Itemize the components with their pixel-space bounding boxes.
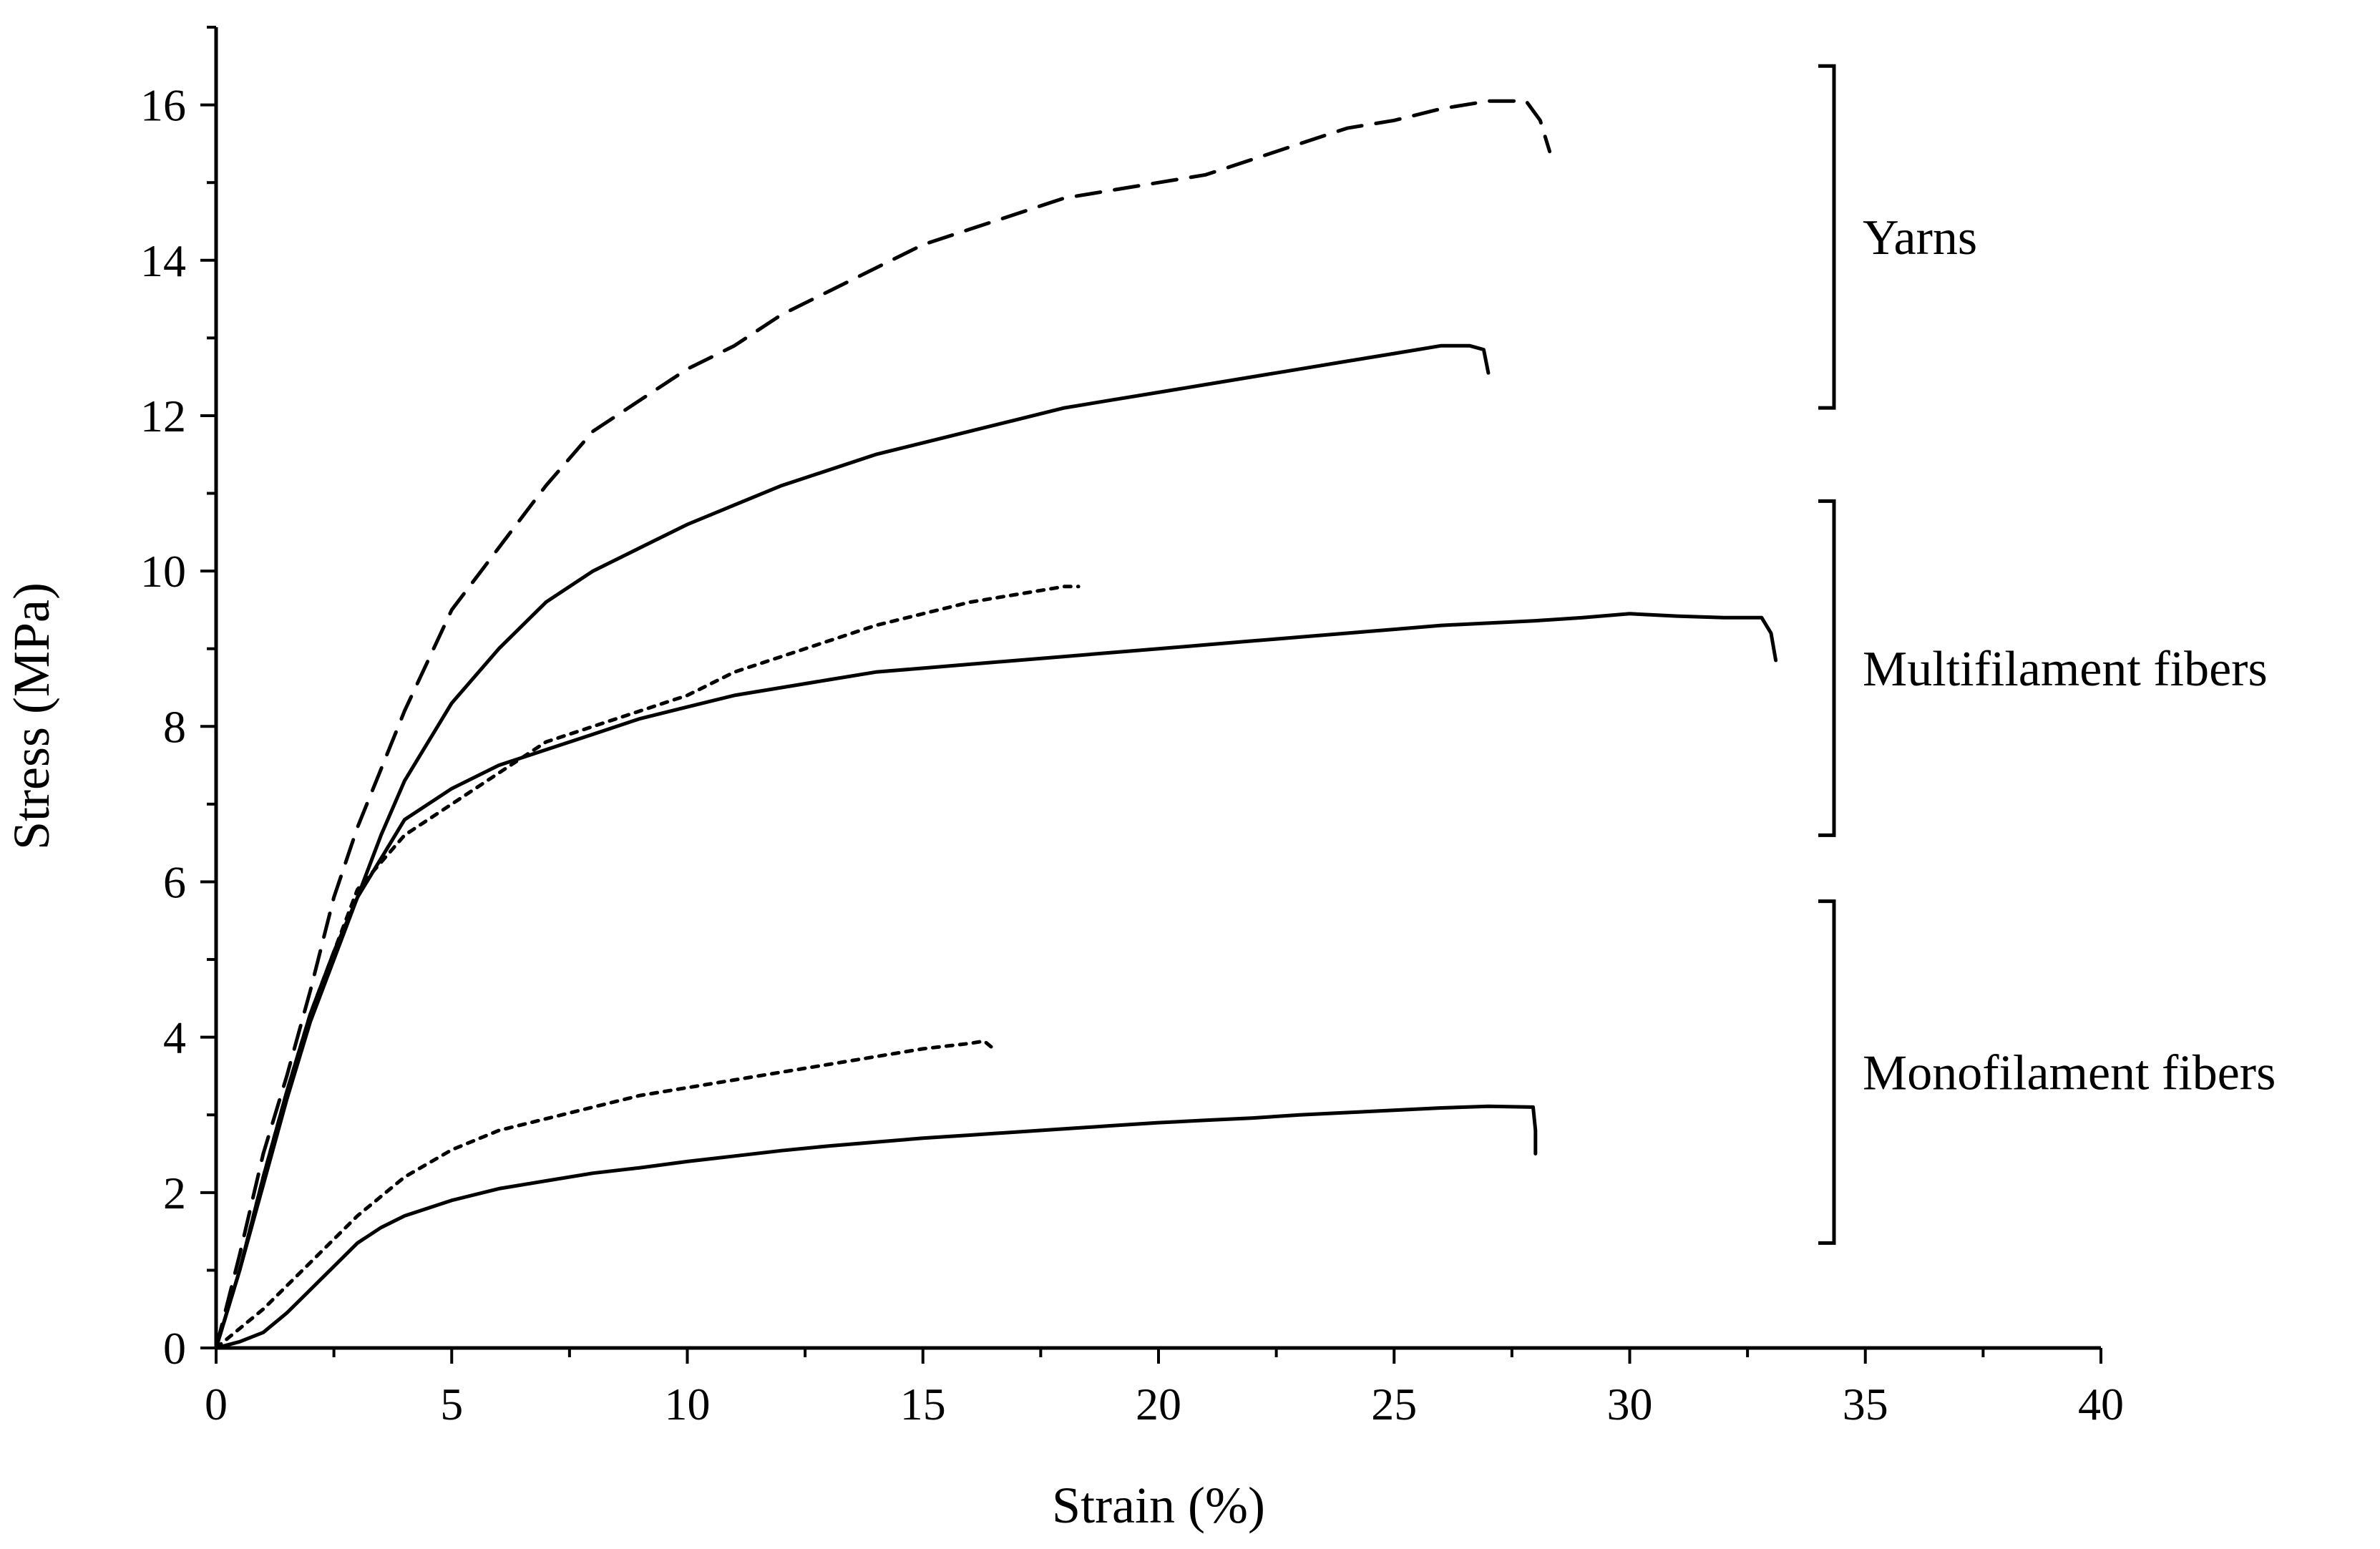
- group-label: Monofilament fibers: [1863, 1046, 2276, 1101]
- y-tick-label: 0: [163, 1323, 186, 1374]
- y-tick-label: 2: [163, 1168, 186, 1218]
- group-bracket-1: [1818, 64, 1836, 410]
- group-label: Multifilament fibers: [1863, 642, 2268, 697]
- x-axis-title: Strain (%): [1052, 1477, 1265, 1534]
- x-tick-label: 10: [665, 1379, 711, 1430]
- x-tick-label: 40: [2078, 1379, 2124, 1430]
- series-line-3: [214, 585, 1081, 1350]
- group-label: Yarns: [1863, 210, 1977, 265]
- y-axis-title: Stress (MPa): [3, 582, 60, 850]
- group-brackets: Yarns Multifilament fibers Monofilament fi…: [1818, 64, 2276, 1245]
- x-tick-label: 30: [1607, 1379, 1653, 1430]
- series-line-6: [214, 1104, 1538, 1350]
- axes: 0 5 10 15 20 25 30 35 40 0 2 4 6 8 10 12 14 16: [140, 26, 2124, 1430]
- y-tick-label: 8: [163, 701, 186, 752]
- x-tick-label: 15: [900, 1379, 946, 1430]
- series-lines: [214, 99, 1778, 1350]
- y-tick-label: 6: [163, 856, 186, 907]
- series-line-1: [214, 99, 1552, 1350]
- group-bracket-3: [1818, 899, 1836, 1245]
- x-tick-label: 35: [1843, 1379, 1888, 1430]
- series-line-4: [214, 612, 1778, 1350]
- x-tick-label: 5: [440, 1379, 463, 1430]
- x-tick-label: 25: [1371, 1379, 1417, 1430]
- x-tick-label: 20: [1136, 1379, 1181, 1430]
- y-tick-label: 4: [163, 1012, 186, 1063]
- y-tick-label: 12: [140, 391, 186, 441]
- x-tick-label: 0: [205, 1379, 228, 1430]
- y-tick-label: 10: [140, 546, 186, 597]
- group-bracket-2: [1818, 499, 1836, 837]
- series-line-5: [214, 1039, 995, 1350]
- y-tick-label: 14: [140, 235, 186, 286]
- y-tick-label: 16: [140, 80, 186, 131]
- series-line-2: [214, 343, 1491, 1350]
